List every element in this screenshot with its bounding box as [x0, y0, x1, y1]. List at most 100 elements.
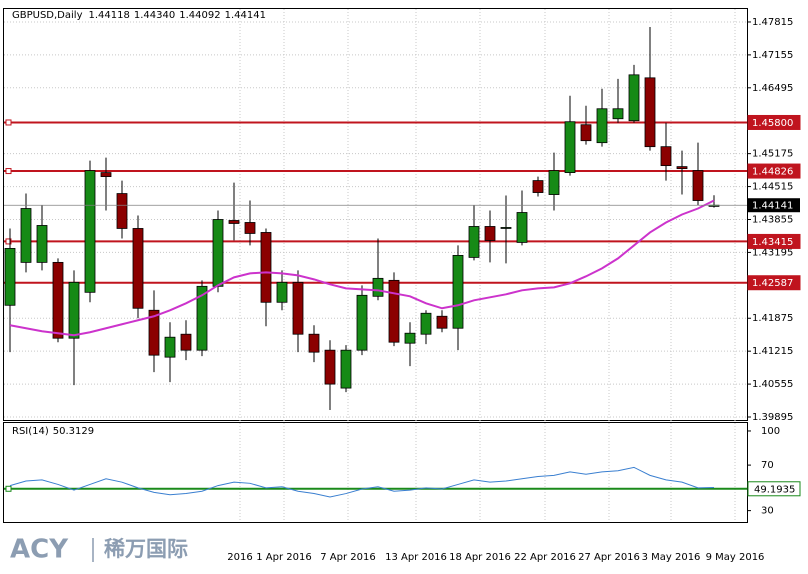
- candle-body: [436, 315, 448, 329]
- y-tick-label: 1.43855: [752, 214, 793, 225]
- level-handle: [5, 485, 12, 492]
- candle-body: [212, 219, 224, 287]
- y-tick-label: 1.41215: [752, 346, 793, 357]
- x-tick-label: 13 Apr 2016: [385, 552, 447, 563]
- moving-average: [9, 199, 715, 337]
- x-tick-label: 1 Apr 2016: [256, 552, 311, 563]
- candle-body: [500, 227, 512, 229]
- candle-body: [484, 226, 496, 241]
- x-tick-label: 9 May 2016: [706, 552, 765, 563]
- symbol: GBPUSD,Daily: [12, 10, 83, 21]
- y-tick-label: 1.43195: [752, 247, 793, 258]
- candle-body: [260, 232, 272, 303]
- open-label: 1.44118: [89, 10, 130, 21]
- candle-body: [468, 226, 480, 258]
- x-tick-label: 22 Apr 2016: [514, 552, 576, 563]
- level-label-box: [747, 233, 801, 249]
- candle-body: [612, 108, 624, 120]
- last-price-box: [748, 198, 800, 213]
- rsi-last: 50.3129: [53, 426, 94, 437]
- last-price-label: 1.44141: [752, 201, 793, 212]
- level-handle: [5, 119, 12, 126]
- candle-body: [356, 294, 368, 351]
- level-handle: [5, 168, 12, 175]
- candle-body: [692, 170, 704, 201]
- candle-body: [340, 349, 352, 389]
- candle-body: [100, 172, 112, 177]
- level-label-box: [747, 481, 801, 497]
- candle-body: [228, 220, 240, 224]
- candle-body: [564, 121, 576, 174]
- level-label-box: [747, 275, 801, 291]
- rsi-title: RSI(14) 50.3129: [12, 426, 94, 437]
- candle-body: [404, 332, 416, 344]
- candle-body: [420, 312, 432, 335]
- candle-body: [660, 146, 672, 167]
- y-tick-label: 1.44515: [752, 182, 793, 193]
- candle-body: [36, 225, 48, 263]
- level-label: 1.43415: [752, 237, 793, 248]
- rsi-name: RSI(14): [12, 426, 49, 437]
- candle-body: [148, 309, 160, 356]
- y-tick-label: 70: [761, 460, 774, 471]
- y-tick-label: 1.39895: [752, 412, 793, 423]
- x-tick-label: 7 Apr 2016: [320, 552, 375, 563]
- candle-body: [596, 108, 608, 144]
- watermark-divider: [92, 538, 94, 562]
- candle-body: [292, 281, 304, 335]
- candle-body: [676, 166, 688, 170]
- candle-body: [516, 212, 528, 243]
- level-label: 1.44826: [752, 167, 793, 178]
- y-tick-label: 1.41875: [752, 313, 793, 324]
- x-tick-label: 18 Apr 2016: [449, 552, 511, 563]
- candle-body: [548, 170, 560, 195]
- plot: 1.47815 1.47155 1.46495 1.45175 1.44515 1.438…: [4, 9, 801, 563]
- rsi-panel: [3, 422, 748, 523]
- candle-body: [276, 281, 288, 303]
- x-tick-label: 3 May 2016: [642, 552, 701, 563]
- candle-body: [532, 180, 544, 193]
- low-label: 1.44092: [179, 10, 220, 21]
- y-tick-label: 1.46495: [752, 83, 793, 94]
- candle-body: [68, 281, 80, 339]
- candle-body: [324, 349, 336, 385]
- level-label: 1.45800: [752, 118, 793, 129]
- level-label-box: [747, 163, 801, 179]
- candle-body: [132, 228, 144, 309]
- candle-body: [180, 333, 192, 351]
- x-tick-label: 27 Apr 2016: [578, 552, 640, 563]
- candle-body: [244, 222, 256, 234]
- y-tick-label: 1.47155: [752, 50, 793, 61]
- level-label-box: [747, 114, 801, 130]
- candle-body: [20, 208, 32, 263]
- main-panel: [3, 8, 748, 421]
- candle-body: [196, 285, 208, 351]
- level-label: 1.42587: [752, 278, 793, 289]
- candle-body: [52, 261, 64, 339]
- candle-body: [116, 193, 128, 229]
- x-tick-label: 2016: [227, 552, 252, 563]
- watermark: ACY 稀万国际: [0, 526, 222, 574]
- candle-body: [308, 333, 320, 353]
- level-label: 49.1935: [754, 484, 795, 495]
- high-label: 1.44340: [134, 10, 175, 21]
- y-tick-label: 1.47815: [752, 17, 793, 28]
- candle-body: [388, 279, 400, 343]
- rsi-line: [9, 466, 715, 498]
- candle-body: [372, 277, 384, 297]
- watermark-name: 稀万国际: [104, 537, 188, 561]
- candle-body: [4, 248, 16, 306]
- close-label: 1.44141: [225, 10, 266, 21]
- candle-body: [628, 74, 640, 122]
- candle-body: [452, 255, 464, 329]
- candle-body: [164, 336, 176, 358]
- y-tick-label: 30: [761, 506, 774, 517]
- y-tick-label: 1.45175: [752, 149, 793, 160]
- y-tick-label: 100: [761, 426, 780, 437]
- level-handle: [5, 238, 12, 245]
- candle-body: [580, 124, 592, 142]
- y-tick-label: 1.40555: [752, 379, 793, 390]
- candle-body: [644, 77, 656, 148]
- watermark-brand: ACY: [10, 535, 69, 565]
